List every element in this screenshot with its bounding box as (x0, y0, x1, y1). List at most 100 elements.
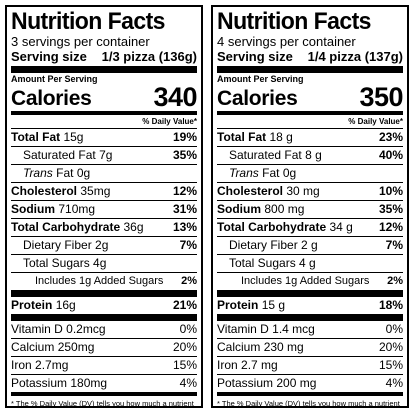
nutrient-amount: 15 g (261, 298, 286, 312)
nutrient-amount: 30 mg (286, 184, 320, 198)
nutrient-dv: 21% (172, 298, 197, 312)
sodium-row: Sodium 800 mg 35% (217, 200, 403, 218)
medium-divider (217, 392, 403, 396)
dietary-fiber-row: Dietary Fiber 2g 7% (11, 236, 197, 254)
added-sugars-row: Includes 1g Added Sugars 2% (217, 272, 403, 290)
footnote-asterisk: * (217, 399, 220, 408)
nutrient-amount: 4g (93, 256, 107, 270)
calories-value: 350 (359, 82, 403, 112)
footnote: * The % Daily Value (DV) tells you how m… (11, 399, 197, 408)
nutrient-label: Total Carbohydrate (217, 220, 327, 234)
thick-divider (11, 314, 197, 321)
serving-size-value: 1/3 pizza (136g) (101, 49, 197, 64)
nutrient-label: Calcium (11, 340, 55, 354)
cholesterol-row: Cholesterol 30 mg 10% (217, 182, 403, 200)
footnote-text: The % Daily Value (DV) tells you how muc… (15, 399, 194, 408)
nutrient-dv: 10% (378, 184, 403, 198)
nutrient-amount: 200 mg (276, 376, 317, 390)
nutrient-amount: 15g (63, 130, 84, 144)
medium-divider (11, 392, 197, 396)
medium-divider (11, 111, 197, 115)
calories-row: Calories 340 (11, 84, 197, 111)
serving-size-row: Serving size 1/4 pizza (137g) (217, 49, 403, 65)
iron-row: Iron 2.7 mg 15% (217, 356, 403, 374)
nutrient-dv: 15% (378, 358, 403, 372)
nutrient-label: Includes 1g Added Sugars (35, 275, 164, 287)
nutrient-amount: 2g (95, 238, 109, 252)
trans-fat-row: Trans Fat 0g (217, 164, 403, 182)
nutrient-dv: 20% (378, 340, 403, 354)
nutrient-label: Potassium (217, 376, 274, 390)
nutrient-label: Total Carbohydrate (11, 220, 121, 234)
nutrient-amount: 35mg (80, 184, 111, 198)
total-sugars-row: Total Sugars 4 g (217, 254, 403, 272)
nutrient-label: Total Fat (217, 130, 267, 144)
nutrient-label: Dietary Fiber (23, 238, 92, 252)
total-fat-row: Total Fat 18 g 23% (217, 128, 403, 146)
vitamin-d-row: Vitamin D 0.2mcg 0% (11, 321, 197, 338)
medium-divider (217, 111, 403, 115)
nutrient-dv: 4% (179, 376, 197, 390)
saturated-fat-row: Saturated Fat 8 g 40% (217, 146, 403, 164)
potassium-row: Potassium 180mg 4% (11, 374, 197, 392)
servings-per-container: 3 servings per container (11, 34, 150, 49)
potassium-row: Potassium 200 mg 4% (217, 374, 403, 392)
thick-divider (217, 290, 403, 297)
nutrition-label-left: Nutrition Facts 3 servings per container… (5, 5, 203, 408)
nutrient-amount: 34 g (329, 220, 353, 234)
nutrient-dv: 0% (385, 322, 403, 336)
nutrient-label: Vitamin D (11, 322, 63, 336)
calories-label: Calories (11, 87, 92, 110)
nutrient-label: Trans (229, 166, 259, 180)
thick-divider (217, 66, 403, 73)
nutrient-amount: 8 g (305, 148, 322, 162)
protein-row: Protein 15 g 18% (217, 297, 403, 314)
nutrient-label: Dietary Fiber (229, 238, 298, 252)
nutrient-label: Protein (11, 298, 53, 312)
amount-per-serving: Amount Per Serving (217, 74, 304, 84)
label-title: Nutrition Facts (217, 8, 372, 35)
calcium-row: Calcium 230 mg 20% (217, 338, 403, 356)
nutrient-dv: 7% (179, 238, 197, 252)
nutrient-dv: 2% (387, 275, 403, 287)
total-fat-row: Total Fat 15g 19% (11, 128, 197, 146)
footnote-asterisk: * (11, 399, 14, 408)
nutrient-amount: 2 g (301, 238, 318, 252)
nutrient-amount: 230 mg (263, 340, 304, 354)
amount-per-serving: Amount Per Serving (11, 74, 98, 84)
nutrient-amount: 18 g (269, 130, 293, 144)
nutrient-dv: 13% (172, 220, 197, 234)
iron-row: Iron 2.7mg 15% (11, 356, 197, 374)
nutrient-amount: 16g (55, 298, 76, 312)
label-title: Nutrition Facts (11, 8, 166, 35)
nutrient-name: Total Fat 15g (11, 129, 83, 146)
nutrient-label: Sodium (11, 202, 55, 216)
nutrient-amount: 800 mg (264, 202, 305, 216)
nutrient-label: Total Fat (11, 130, 61, 144)
nutrient-dv: 40% (378, 148, 403, 162)
calories-label: Calories (217, 87, 298, 110)
total-carbohydrate-row: Total Carbohydrate 34 g 12% (217, 218, 403, 236)
nutrient-label: Vitamin D (217, 322, 269, 336)
nutrient-amount: 1.4 mcg (272, 322, 315, 336)
nutrient-dv: 12% (172, 184, 197, 198)
nutrient-amount: 4 g (299, 256, 316, 270)
cholesterol-row: Cholesterol 35mg 12% (11, 182, 197, 200)
nutrient-label: Includes 1g Added Sugars (241, 275, 370, 287)
nutrient-dv: 4% (385, 376, 403, 390)
nutrient-label: Saturated Fat (23, 148, 96, 162)
nutrient-amount: 180mg (70, 376, 108, 390)
nutrient-label: Trans (23, 166, 53, 180)
serving-size-value: 1/4 pizza (137g) (307, 49, 403, 64)
sodium-row: Sodium 710mg 31% (11, 200, 197, 218)
nutrient-dv: 23% (378, 130, 403, 144)
nutrient-label: Potassium (11, 376, 68, 390)
nutrient-amount: Fat 0g (56, 166, 91, 180)
thick-divider (11, 66, 197, 73)
nutrient-label: Iron (217, 358, 238, 372)
nutrient-dv: 20% (172, 340, 197, 354)
nutrient-dv: 35% (378, 202, 403, 216)
nutrient-dv: 7% (385, 238, 403, 252)
daily-value-header: % Daily Value* (142, 117, 197, 126)
